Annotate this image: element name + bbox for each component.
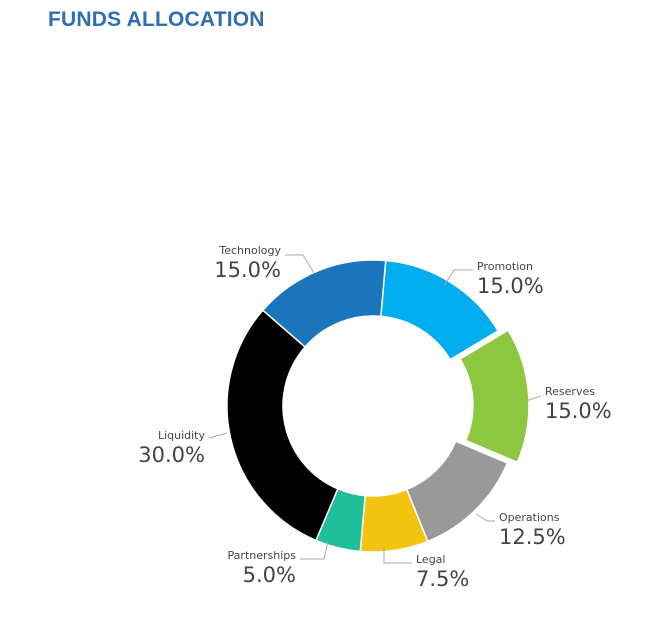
leader-line-technology xyxy=(285,254,315,274)
slice-reserves[interactable] xyxy=(459,329,530,464)
slice-value-technology: 15.0% xyxy=(214,258,281,282)
slice-value-liquidity: 30.0% xyxy=(138,443,205,467)
chart-title: FUNDS ALLOCATION xyxy=(48,8,265,31)
slice-liquidity[interactable] xyxy=(226,309,339,542)
slice-value-operations: 12.5% xyxy=(499,525,566,549)
leader-line-legal xyxy=(383,546,412,564)
slice-value-legal: 7.5% xyxy=(416,567,469,591)
leader-line-partnerships xyxy=(300,540,329,560)
slice-value-partnerships: 5.0% xyxy=(243,563,296,587)
leader-line-operations xyxy=(475,513,495,522)
slice-label-technology: Technology xyxy=(218,244,281,257)
slice-value-reserves: 15.0% xyxy=(545,399,612,423)
slice-label-promotion: Promotion xyxy=(477,260,533,273)
slice-label-partnerships: Partnerships xyxy=(228,549,297,562)
slice-value-promotion: 15.0% xyxy=(477,274,544,298)
slice-label-reserves: Reserves xyxy=(545,385,595,398)
slice-label-legal: Legal xyxy=(416,553,445,566)
slice-promotion[interactable] xyxy=(380,259,500,361)
slice-label-operations: Operations xyxy=(499,511,560,524)
slice-technology[interactable] xyxy=(261,259,387,349)
leader-line-liquidity xyxy=(208,432,228,439)
slice-label-liquidity: Liquidity xyxy=(158,429,206,442)
leader-line-reserves xyxy=(522,395,542,403)
leader-line-promotion xyxy=(443,269,473,287)
